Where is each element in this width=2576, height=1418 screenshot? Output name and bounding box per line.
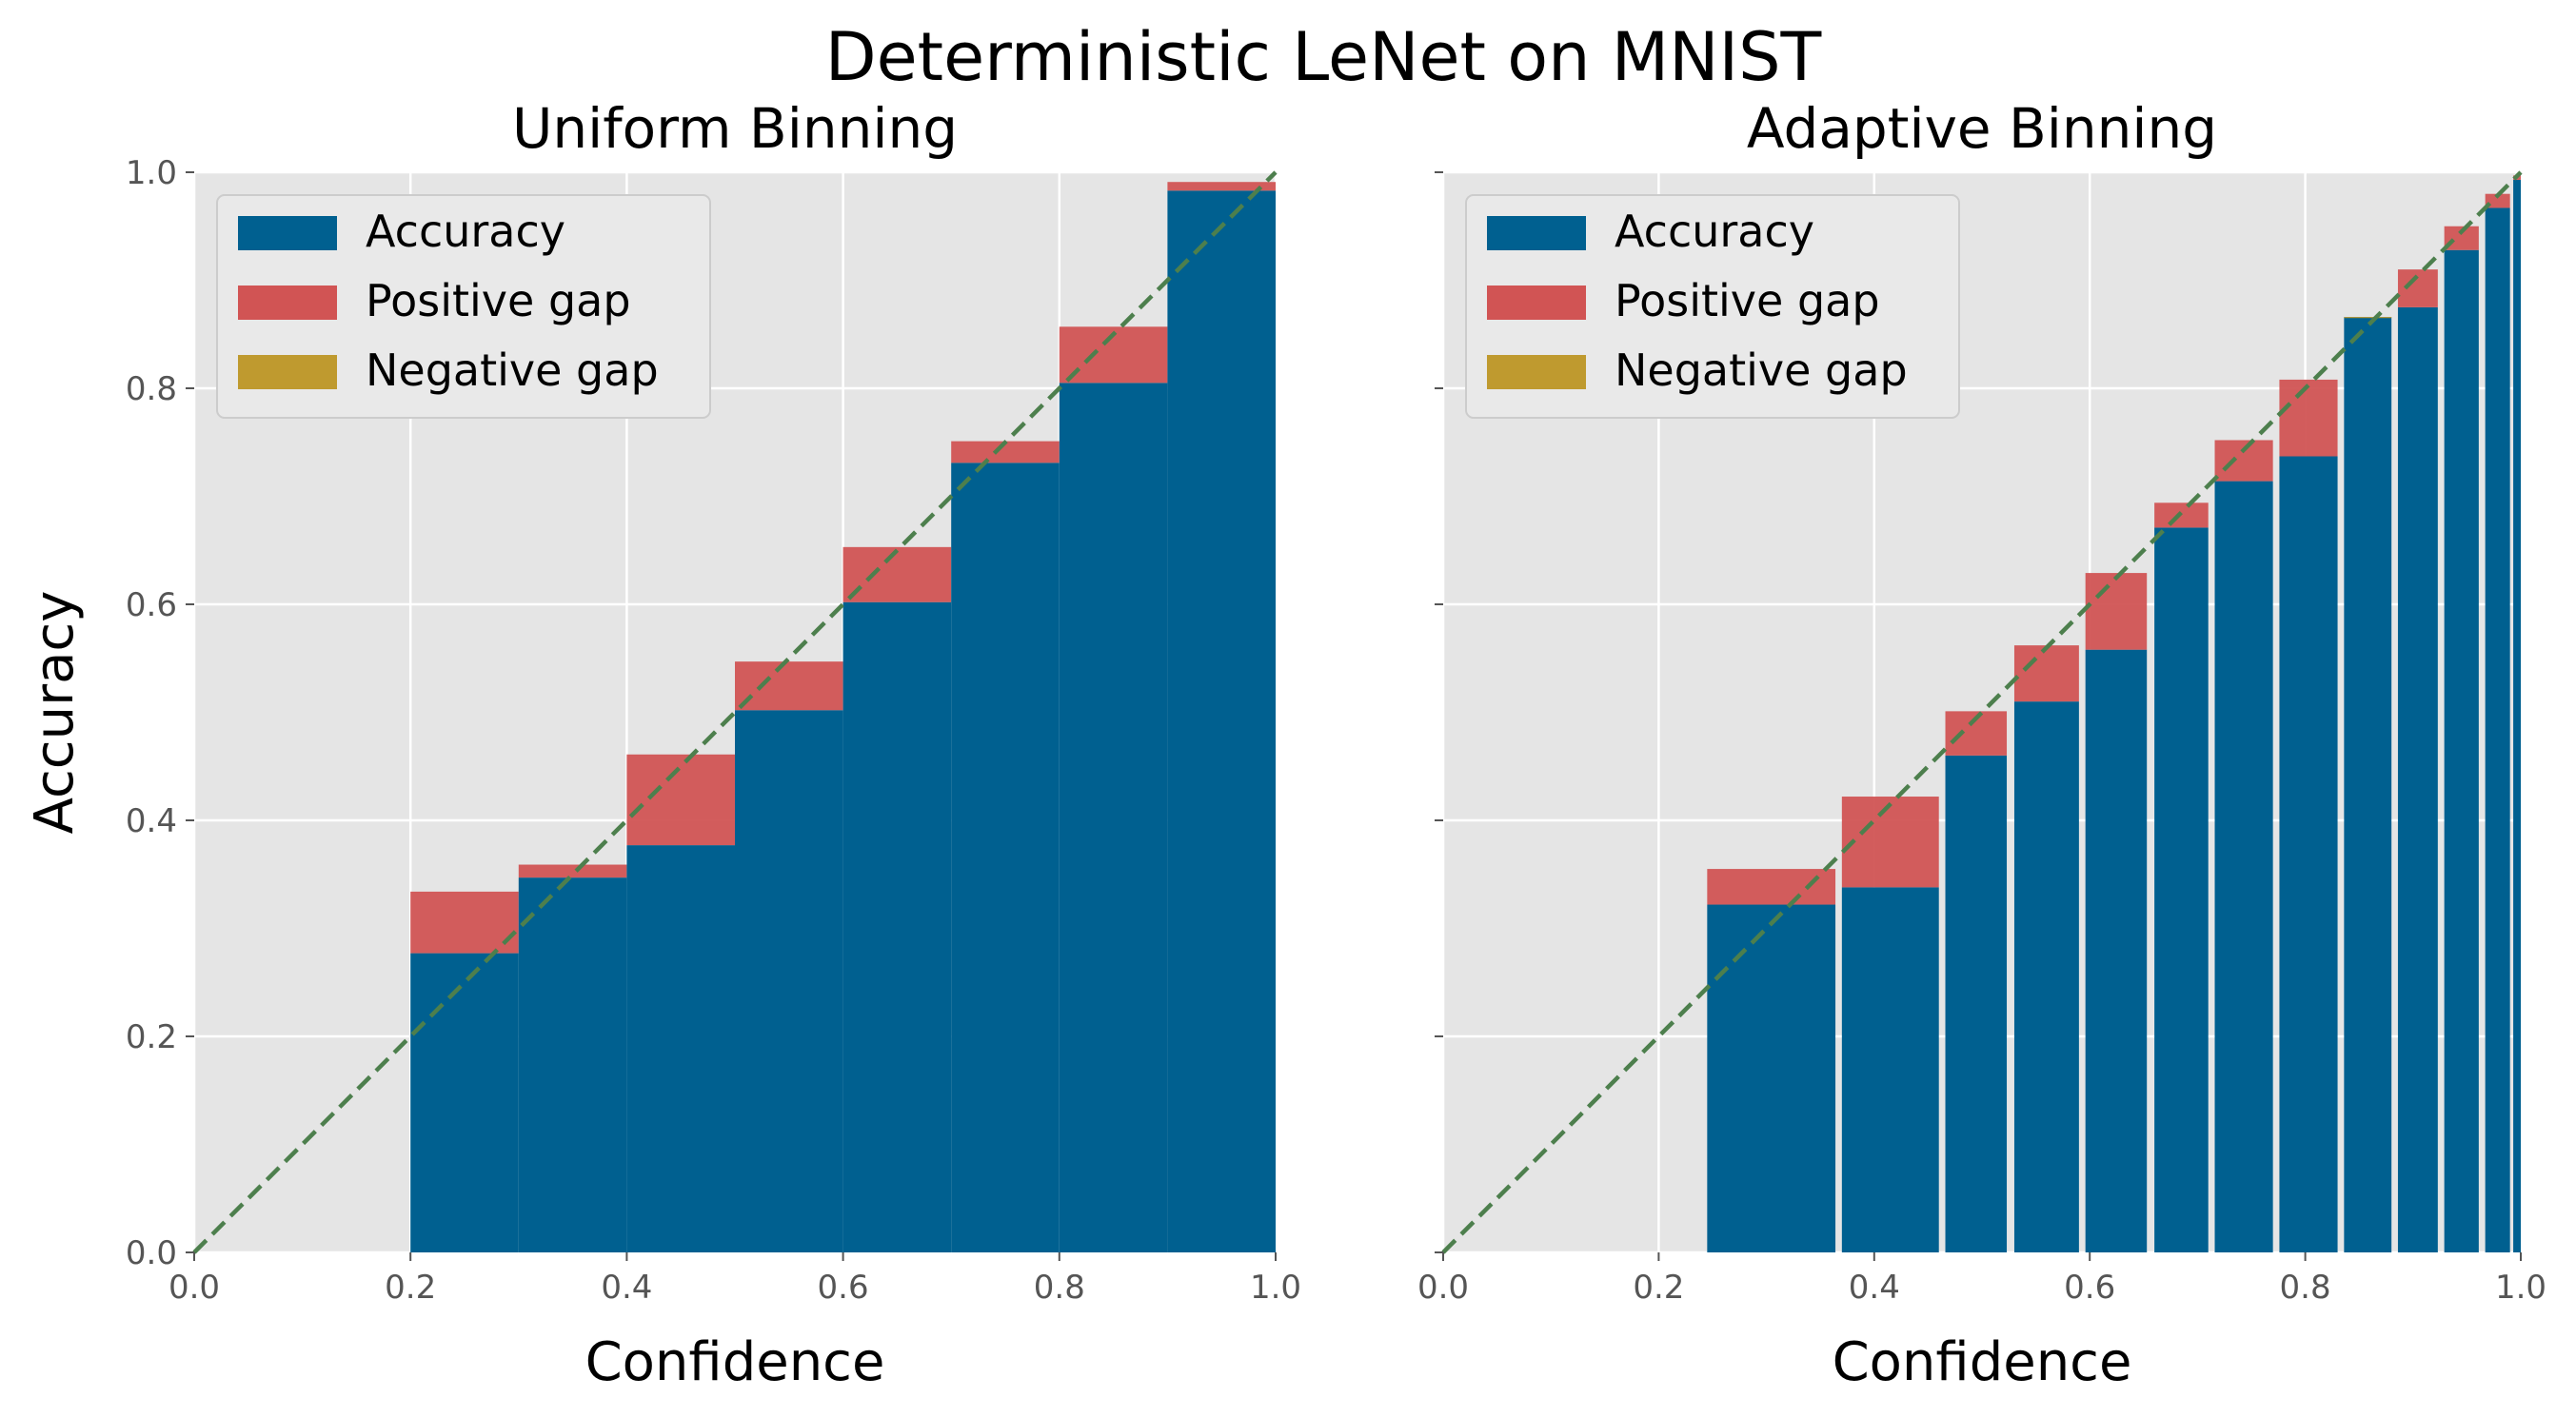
x-tick-label: 0.0 [168, 1269, 220, 1307]
accuracy-bar [951, 463, 1060, 1252]
positive-gap-bar [735, 661, 843, 711]
accuracy-bar [2279, 456, 2338, 1252]
legend-item-negative-gap-label: Negative gap [1615, 345, 1908, 396]
figure-suptitle: Deterministic LeNet on MNIST [825, 18, 1822, 96]
x-tick-label: 0.6 [2064, 1269, 2115, 1307]
positive-gap-bar [951, 441, 1060, 463]
positive-gap-bar [1841, 797, 1939, 888]
positive-gap-bar [2214, 440, 2273, 482]
y-tick-label: 0.8 [126, 370, 177, 408]
accuracy-bar [2214, 481, 2273, 1252]
x-tick-label: 1.0 [1250, 1269, 1301, 1307]
x-tick-label: 0.0 [1417, 1269, 1469, 1307]
legend-item-positive-gap-label: Positive gap [1615, 275, 1880, 326]
y-tick-label: 0.0 [126, 1234, 177, 1272]
x-tick-label: 0.2 [385, 1269, 436, 1307]
accuracy-bar [2344, 317, 2392, 1253]
legend-item-positive-gap-swatch [238, 286, 337, 320]
accuracy-bar [2444, 249, 2479, 1253]
accuracy-bar [2085, 649, 2148, 1252]
accuracy-bar [1167, 190, 1276, 1252]
accuracy-bar [518, 877, 627, 1252]
accuracy-bar [410, 953, 519, 1252]
panel-adaptive-binning: 0.0 0.2 0.4 0.6 0.8 1.0 Adaptive Binning Confid… [1417, 96, 2546, 1393]
positive-gap-bar [2085, 573, 2148, 650]
perfect-calibration-line [1441, 170, 2523, 1254]
y-tick-label: 1.0 [126, 154, 177, 192]
legend-item-negative-gap-swatch [238, 355, 337, 389]
positive-gap-bar [2397, 269, 2438, 307]
legend-box [216, 194, 711, 419]
positive-gap-bar [518, 864, 627, 878]
x-tick-label: 0.8 [2280, 1269, 2331, 1307]
x-tick-label: 1.0 [2495, 1269, 2546, 1307]
panel-title: Adaptive Binning [1747, 96, 2217, 161]
legend-item-positive-gap-swatch [1487, 286, 1586, 320]
y-tick-label: 0.6 [126, 586, 177, 624]
accuracy-bar [2154, 527, 2209, 1252]
x-tick-label: 0.8 [1034, 1269, 1085, 1307]
negative-gap-bar [2344, 317, 2392, 319]
y-tick-label: 0.4 [126, 802, 177, 840]
panel-title: Uniform Binning [512, 96, 958, 161]
accuracy-bar [2013, 701, 2079, 1252]
accuracy-bar [842, 601, 952, 1252]
positive-gap-bar [842, 546, 952, 602]
legend-item-accuracy-label: Accuracy [1615, 206, 1814, 257]
legend-item-accuracy-swatch [238, 216, 337, 250]
x-axis-label: Confidence [585, 1331, 885, 1393]
accuracy-bar [735, 710, 843, 1252]
positive-gap-bar [1167, 182, 1276, 191]
accuracy-bar [2485, 207, 2510, 1253]
legend-box [1465, 194, 1960, 419]
legend-item-accuracy-label: Accuracy [366, 206, 565, 257]
accuracy-bar [1059, 383, 1168, 1252]
x-tick-label: 0.4 [601, 1269, 652, 1307]
perfect-calibration-line [192, 170, 1278, 1254]
y-tick-label: 0.2 [126, 1018, 177, 1056]
positive-gap-bar [2013, 645, 2079, 702]
legend-item-positive-gap-label: Positive gap [366, 275, 631, 326]
x-axis-label: Confidence [1833, 1331, 2132, 1393]
accuracy-bar [1707, 904, 1836, 1252]
positive-gap-bar [1707, 869, 1836, 905]
x-tick-label: 0.4 [1849, 1269, 1900, 1307]
x-tick-label: 0.6 [818, 1269, 869, 1307]
accuracy-bar [2513, 179, 2521, 1252]
legend-item-negative-gap-swatch [1487, 355, 1586, 389]
accuracy-bar [626, 845, 735, 1252]
positive-gap-bar [410, 891, 519, 954]
accuracy-bar [1945, 755, 2008, 1252]
accuracy-bar [2397, 306, 2438, 1252]
positive-gap-bar [2279, 379, 2338, 457]
legend-item-negative-gap-label: Negative gap [366, 345, 659, 396]
y-axis-label: Accuracy [24, 591, 86, 835]
positive-gap-bar [626, 754, 735, 846]
x-tick-label: 0.2 [1633, 1269, 1684, 1307]
accuracy-bar [1841, 887, 1939, 1252]
legend-item-accuracy-swatch [1487, 216, 1586, 250]
positive-gap-bar [2485, 193, 2510, 208]
panel-uniform-binning: 0.00.0 0.2 0.2 0.4 0.4 0.6 0.6 0.8 0.8 1.0 1.0 Unif… [24, 96, 1301, 1393]
